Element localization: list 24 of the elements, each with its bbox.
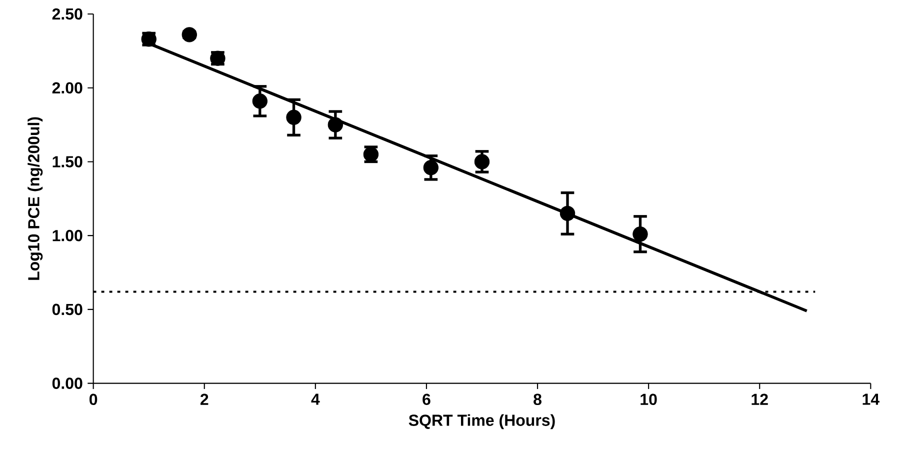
y-tick-label: 2.50 [52, 8, 82, 20]
point [286, 110, 302, 126]
point [632, 226, 648, 242]
point [182, 27, 197, 42]
x-tick-label: 8 [534, 394, 542, 406]
x-tick-label: 2 [200, 394, 208, 405]
point [328, 117, 344, 132]
y-tick-label: 1.50 [52, 156, 82, 168]
y-tick-label: 0.00 [52, 378, 82, 389]
point [474, 154, 490, 170]
point [252, 94, 268, 109]
y-tick-label: 1.00 [52, 230, 82, 242]
x-axis-title: SQRT Time (Hours) [408, 414, 555, 430]
x-tick-label: 4 [311, 394, 320, 405]
x-tick-label: 6 [422, 394, 430, 406]
x-tick-label: 0 [90, 394, 98, 406]
point [423, 160, 439, 176]
y-tick-label: 2.00 [52, 82, 82, 94]
y-axis-title: Log10 PCE (ng/200ul) [28, 117, 43, 280]
y-tick-label: 0.50 [52, 304, 82, 316]
x-tick-label: 12 [752, 394, 768, 405]
point [560, 206, 576, 222]
x-tick-label: 14 [862, 394, 880, 405]
x-tick-label: 10 [640, 394, 657, 406]
